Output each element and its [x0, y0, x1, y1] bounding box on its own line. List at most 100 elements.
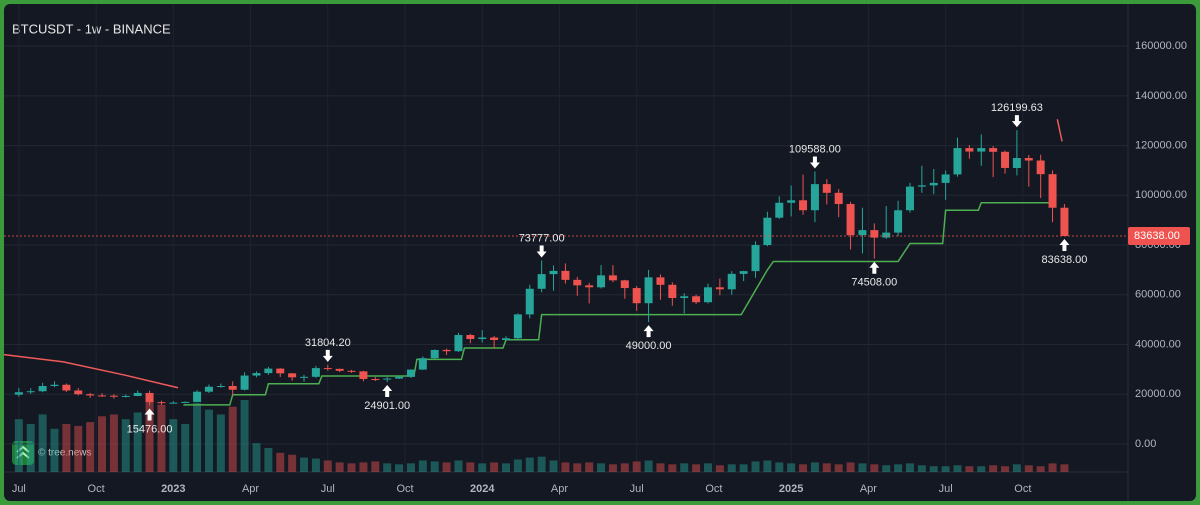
volume-bar: [620, 463, 629, 472]
volume-bar: [834, 464, 843, 472]
x-tick-label: 2025: [779, 483, 803, 495]
candle-body: [300, 376, 309, 378]
volume-bar: [121, 419, 130, 472]
candle-body: [430, 349, 439, 359]
candle-body: [787, 200, 796, 203]
candle-body: [98, 395, 107, 397]
candle-body: [38, 386, 47, 392]
candle-body: [715, 287, 724, 290]
candle-body: [680, 296, 689, 298]
volume-bar: [454, 460, 463, 472]
candle-body: [228, 386, 237, 390]
candle-body: [632, 288, 641, 304]
volume-bar: [715, 465, 724, 472]
candle-body: [810, 184, 819, 211]
volume-bar: [359, 462, 368, 472]
volume-bar: [597, 463, 606, 472]
candle-body: [799, 200, 808, 211]
annotation-arrow: [322, 349, 333, 362]
volume-bar: [442, 462, 451, 472]
candle-body: [573, 279, 582, 286]
volume-bar: [406, 463, 415, 472]
volume-bar: [98, 416, 107, 472]
volume-bar: [145, 395, 154, 472]
x-tick-label: Apr: [242, 483, 259, 495]
volume-bar: [347, 463, 356, 472]
volume-bar: [288, 454, 297, 472]
annotation-label: 83638.00: [1041, 254, 1087, 266]
candle-body: [739, 271, 748, 274]
volume-bar: [62, 424, 71, 472]
candle-body: [846, 204, 855, 236]
annotation-label: 49000.00: [626, 340, 672, 352]
candle-body: [406, 369, 415, 377]
candle-body: [133, 392, 142, 396]
candle-body: [870, 230, 879, 238]
volume-bar: [501, 463, 510, 472]
volume-bar: [169, 419, 178, 472]
candle-body: [86, 394, 95, 396]
volume-bar: [739, 464, 748, 472]
y-tick-label: 120000.00: [1135, 139, 1187, 151]
volume-bar: [335, 462, 344, 472]
candle-body: [1001, 151, 1010, 168]
candle-body: [288, 373, 297, 378]
candle-body: [1048, 174, 1057, 208]
candle-body: [371, 379, 380, 381]
candle-body: [169, 402, 178, 404]
volume-bar: [466, 462, 475, 472]
annotation-arrow: [869, 261, 880, 274]
chart-title: BTCUSDT - 1w - BINANCE: [12, 21, 171, 36]
annotation-label: 15476.00: [127, 423, 173, 435]
candle-body: [252, 373, 261, 376]
trend-line: [1056, 119, 1063, 142]
volume-bar: [264, 448, 273, 472]
volume-bar: [1024, 465, 1033, 472]
candle-body: [537, 274, 546, 289]
candle-body: [145, 392, 154, 403]
candle-body: [193, 391, 202, 402]
y-tick-label: 0.00: [1135, 438, 1156, 450]
annotation-arrow: [144, 408, 155, 421]
candle-body: [585, 285, 594, 288]
candle-body: [347, 370, 356, 372]
volume-bar: [882, 465, 891, 472]
x-tick-label: Apr: [860, 483, 877, 495]
candle-body: [917, 185, 926, 187]
candle-body: [763, 217, 772, 246]
volume-bar: [775, 462, 784, 472]
volume-bar: [644, 460, 653, 472]
y-tick-label: 100000.00: [1135, 189, 1187, 201]
chart-background: [4, 4, 1196, 501]
volume-bar: [228, 406, 237, 472]
candle-body: [989, 148, 998, 152]
volume-bar: [680, 463, 689, 472]
candle-body: [941, 174, 950, 183]
last-price-box: [1128, 226, 1190, 245]
candle-body: [513, 314, 522, 339]
volume-bar: [905, 463, 914, 472]
candle-body: [822, 184, 831, 193]
candle-body: [395, 376, 404, 379]
candle-body: [264, 368, 273, 374]
volume-bar: [989, 465, 998, 472]
volume-bar: [585, 462, 594, 472]
candle-body: [608, 275, 617, 281]
candle-body: [1060, 207, 1069, 236]
x-tick-label: Jul: [630, 483, 644, 495]
candle-body: [62, 384, 71, 391]
volume-bar: [157, 404, 166, 472]
volume-bar: [822, 463, 831, 472]
x-tick-label: Jul: [321, 483, 335, 495]
x-tick-label: Oct: [88, 483, 105, 495]
candle-body: [953, 148, 962, 175]
volume-bar: [1001, 466, 1010, 472]
volume-bar: [26, 424, 35, 472]
annotation-arrow: [382, 385, 393, 398]
volume-bar: [965, 466, 974, 472]
candle-body: [751, 245, 760, 272]
volume-bar: [810, 462, 819, 472]
annotation-label: 73777.00: [519, 232, 565, 244]
volume-bar: [799, 464, 808, 472]
candle-body: [240, 375, 249, 390]
